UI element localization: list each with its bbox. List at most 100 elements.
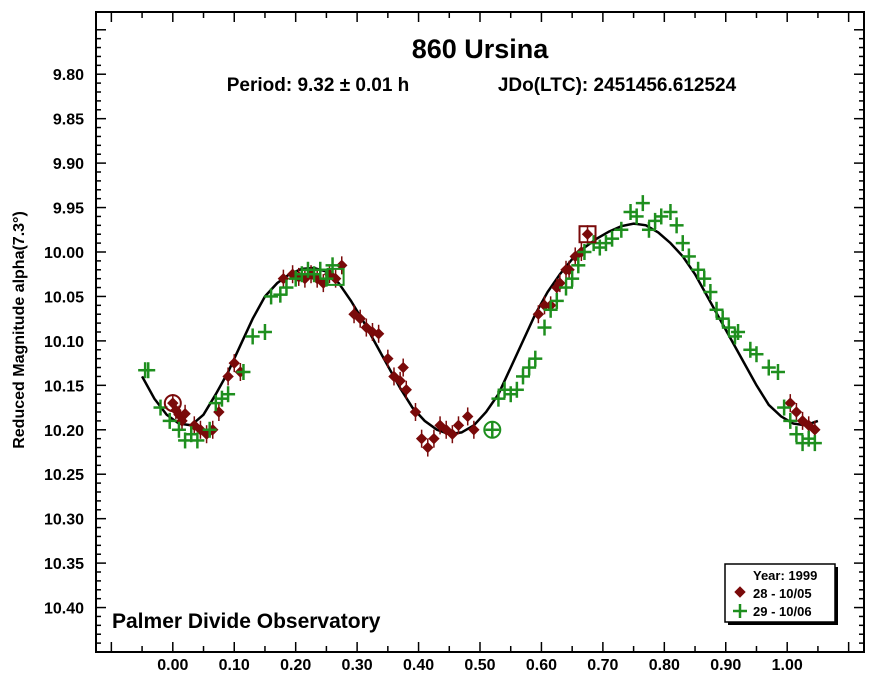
data-point-cross [715,310,730,327]
data-point-cross [654,208,669,225]
x-tick-label: 1.00 [772,657,803,674]
y-tick-label: 9.85 [53,112,84,129]
data-point-cross [783,412,798,429]
legend-label-1: 29 - 10/06 [753,604,812,619]
x-tick-label: 0.20 [280,657,311,674]
data-point-cross [279,279,294,296]
data-point-diamond [422,438,434,457]
data-point-cross [537,319,552,336]
y-tick-label: 9.95 [53,201,84,218]
data-point-cross [516,368,531,385]
data-point-cross [721,319,736,336]
x-tick-label: 0.40 [403,657,434,674]
data-point-diamond [452,416,465,435]
data-point-cross [221,386,236,403]
legend-shadow-right [835,567,838,625]
data-point-cross [264,288,279,305]
marked-point-circle [163,394,182,413]
data-point-cross [571,257,586,274]
data-point-cross [731,324,746,340]
marked-point-square [326,267,345,286]
data-point-diamond [468,420,480,439]
data-point-cross [522,359,537,376]
x-tick-label: 0.10 [219,657,250,674]
y-tick-label: 10.10 [44,334,84,351]
axis-tick-labels: 0.00 0.10 0.20 0.30 0.40 0.50 0.60 0.70 0.80 0.90… [44,67,803,674]
data-point-diamond [446,425,459,444]
data-point-cross [614,221,629,238]
data-point-diamond [222,367,234,386]
data-point-cross [549,292,564,309]
y-tick-label: 10.25 [44,467,84,484]
axis-ticks [96,12,864,653]
y-tick-label: 9.80 [53,67,84,84]
legend-shadow-bottom [728,622,838,625]
data-point-diamond [400,380,412,399]
x-tick-label: 0.80 [649,657,680,674]
data-point-cross [703,284,718,300]
x-tick-label: 0.30 [342,657,373,674]
data-point-cross [635,195,650,212]
data-point-cross [709,301,724,318]
data-point-cross [236,364,251,380]
data-point-diamond [790,403,803,421]
data-point-diamond [354,309,366,328]
y-tick-label: 10.15 [44,378,84,395]
data-point-diamond [179,404,191,423]
epoch-subtitle: JDo(LTC): 2451456.612524 [498,75,737,96]
data-point-cross [770,364,785,380]
data-point-diamond [397,358,409,377]
plot-marks [138,195,822,457]
x-tick-label: 0.70 [587,657,618,674]
y-tick-label: 10.20 [44,423,84,440]
data-point-cross [313,261,328,278]
data-point-cross [245,328,260,345]
data-point-diamond [228,354,240,373]
y-tick-label: 10.00 [44,245,84,262]
y-tick-label: 10.30 [44,512,84,529]
data-point-cross [641,221,656,238]
data-point-cross [319,270,334,287]
data-point-diamond [336,256,348,275]
data-point-cross [669,217,684,234]
data-point-cross [749,346,764,363]
y-tick-label: 10.05 [44,289,84,306]
legend-box [724,563,836,623]
data-point-cross [202,421,217,438]
y-tick-label: 9.90 [53,156,84,173]
data-point-cross [663,204,678,220]
data-point-diamond [462,407,474,426]
data-point-cross [257,324,272,340]
data-point-cross [171,421,186,438]
data-point-cross [605,230,620,247]
data-point-diamond [372,324,385,343]
data-point-cross [528,350,543,367]
data-point-cross [162,412,177,429]
marked-point-square [578,225,597,244]
data-point-cross [509,381,524,398]
data-point-cross [491,390,506,407]
data-point-cross [190,432,205,449]
data-point-cross [691,261,706,278]
plot-frame [95,11,865,653]
x-tick-label: 0.00 [157,657,188,674]
data-point-cross [559,279,574,296]
data-point-cross [675,235,690,252]
data-point-diamond [415,429,428,448]
data-point-cross [789,426,804,443]
data-point-diamond [581,225,594,244]
data-point-diamond [382,349,394,368]
data-point-cross [141,362,156,379]
data-point-diamond [532,305,545,324]
data-point-cross [577,244,592,260]
legend-marker-cross [733,604,747,618]
data-point-cross [681,248,696,265]
period-subtitle: Period: 9.32 ± 0.01 h [227,75,410,96]
marked-point-circle [483,420,502,439]
data-point-cross [761,359,776,376]
data-point-cross [273,286,288,303]
data-point-cross [325,257,340,274]
x-tick-label: 0.60 [526,657,557,674]
legend-diamond-shape [734,586,746,598]
